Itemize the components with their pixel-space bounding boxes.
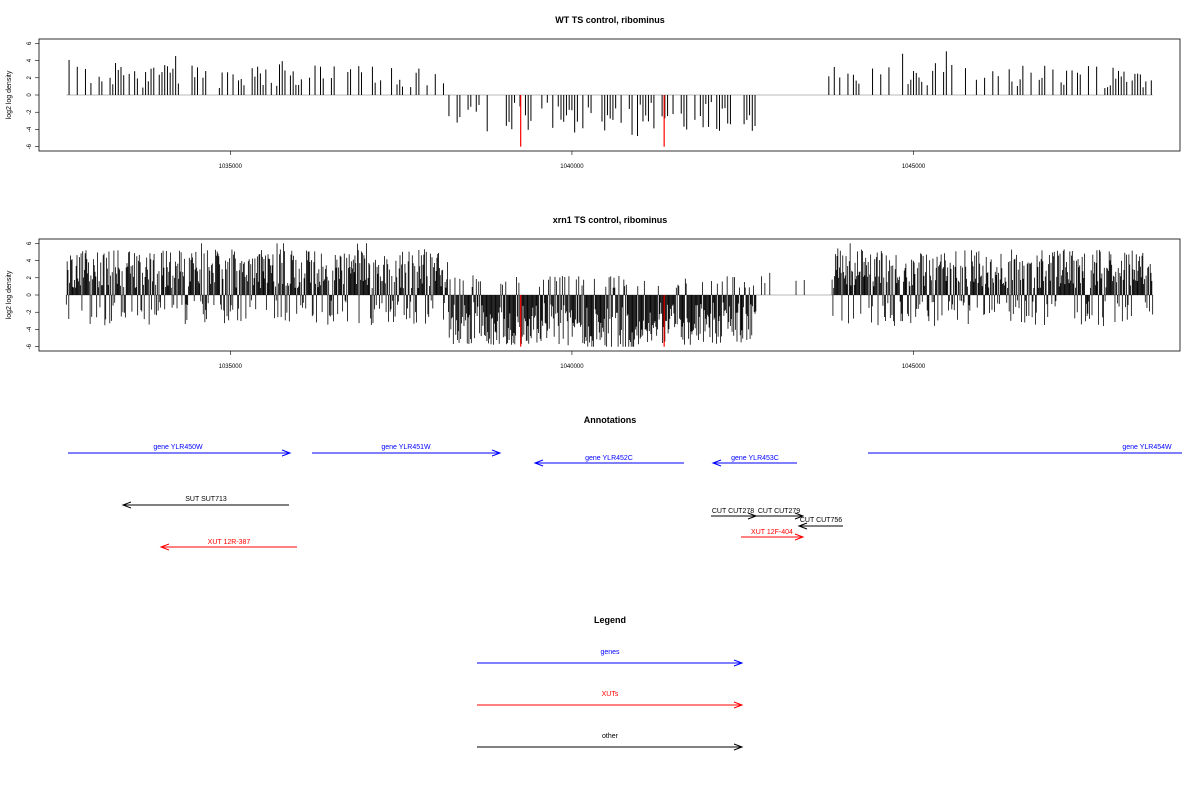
panel-xrn1-xtick-1040000: 1040000 — [560, 364, 584, 370]
panel-xrn1-ytick-4: 4 — [27, 258, 33, 262]
panel-xrn1-ytick-m2: -2 — [27, 309, 33, 315]
panel-wt-ytick-0: 0 — [27, 93, 33, 97]
panel-wt-xtick-1045000: 1045000 — [902, 164, 926, 170]
panel-xrn1-xtick-1045000: 1045000 — [902, 364, 926, 370]
annotation-label-ylr451w: gene YLR451W — [381, 444, 431, 451]
panel-wt-ytick-m2: -2 — [27, 109, 33, 115]
legend: Legend genes XUTs other — [477, 615, 744, 751]
panel-wt-density-bars — [66, 51, 1153, 147]
panel-xrn1-yaxis: 6 4 2 0 -2 -4 -6 — [27, 241, 39, 349]
annotation-label-ylr450w: gene YLR450W — [153, 444, 203, 451]
panel-wt-yaxis: 6 4 2 0 -2 -4 -6 — [27, 41, 39, 149]
panel-xrn1-ytick-m6: -6 — [27, 343, 33, 349]
panel-xrn1-ytick-2: 2 — [27, 275, 33, 279]
annotation-features: gene YLR450W gene YLR451W gene YLR452C g… — [68, 444, 1182, 551]
annotation-arrow-8-head — [794, 512, 805, 520]
panel-wt-xtick-1035000: 1035000 — [219, 164, 243, 170]
panel-wt-xaxis: 1035000 1040000 1045000 — [219, 151, 926, 170]
annotation-arrow-10-head — [794, 533, 805, 541]
panel-xrn1-xtick-1035000: 1035000 — [219, 364, 243, 370]
annotation-arrow-2-head — [533, 459, 544, 467]
annotation-label-cut279: CUT CUT279 — [758, 508, 800, 515]
panel-wt-title: WT TS control, ribominus — [555, 15, 665, 25]
panel-xrn1-ylabel: log2 log density — [6, 270, 13, 319]
panel-wt-ytick-m4: -4 — [27, 126, 33, 132]
panel-wt-ytick-4: 4 — [27, 58, 33, 62]
legend-arrow-1-head — [733, 701, 744, 709]
annotation-label-cut278: CUT CUT278 — [712, 508, 754, 515]
legend-label-xuts: XUTs — [602, 691, 619, 698]
annotation-arrow-0-head — [281, 449, 292, 457]
panel-xrn1-density-bars — [65, 243, 1154, 347]
panel-xrn1-ytick-6: 6 — [27, 241, 33, 245]
panel-wt-xtick-1040000: 1040000 — [560, 164, 584, 170]
annotations-panel: Annotations gene YLR450W gene YLR451W ge… — [68, 415, 1182, 551]
panel-wt-ytick-m6: -6 — [27, 143, 33, 149]
panel-wt-ylabel: log2 log density — [6, 70, 13, 119]
annotation-label-xut12f404: XUT 12F-404 — [751, 529, 793, 536]
legend-items: genes XUTs other — [477, 649, 744, 751]
annotation-label-ylr452c: gene YLR452C — [585, 455, 633, 462]
panel-xrn1-title: xrn1 TS control, ribominus — [553, 215, 668, 225]
panel-xrn1-ytick-m4: -4 — [27, 326, 33, 332]
annotation-label-xut12r387: XUT 12R-387 — [208, 539, 251, 546]
annotation-arrow-5-head — [121, 501, 132, 509]
annotation-label-ylr453c: gene YLR453C — [731, 455, 779, 462]
legend-label-genes: genes — [600, 649, 620, 656]
panel-wt-ytick-2: 2 — [27, 75, 33, 79]
panel-xrn1: xrn1 TS control, ribominus log2 log dens… — [6, 215, 1181, 370]
annotation-label-ylr454w: gene YLR454W — [1122, 444, 1172, 451]
panel-xrn1-xaxis: 1035000 1040000 1045000 — [219, 351, 926, 370]
panel-wt-ytick-6: 6 — [27, 41, 33, 45]
legend-title: Legend — [594, 615, 626, 625]
annotation-label-cut756: CUT CUT756 — [800, 517, 842, 524]
annotation-label-sut713: SUT SUT713 — [185, 496, 227, 503]
panel-xrn1-ytick-0: 0 — [27, 293, 33, 297]
annotation-arrow-9-head — [797, 522, 808, 530]
annotations-title: Annotations — [584, 415, 637, 425]
annotation-arrow-3-head — [711, 459, 722, 467]
legend-label-other: other — [602, 733, 619, 740]
legend-arrow-2-head — [733, 743, 744, 751]
annotation-arrow-1-head — [491, 449, 502, 457]
annotation-arrow-6-head — [159, 543, 170, 551]
legend-arrow-0-head — [733, 659, 744, 667]
panel-wt: WT TS control, ribominus log2 log densit… — [6, 15, 1181, 170]
